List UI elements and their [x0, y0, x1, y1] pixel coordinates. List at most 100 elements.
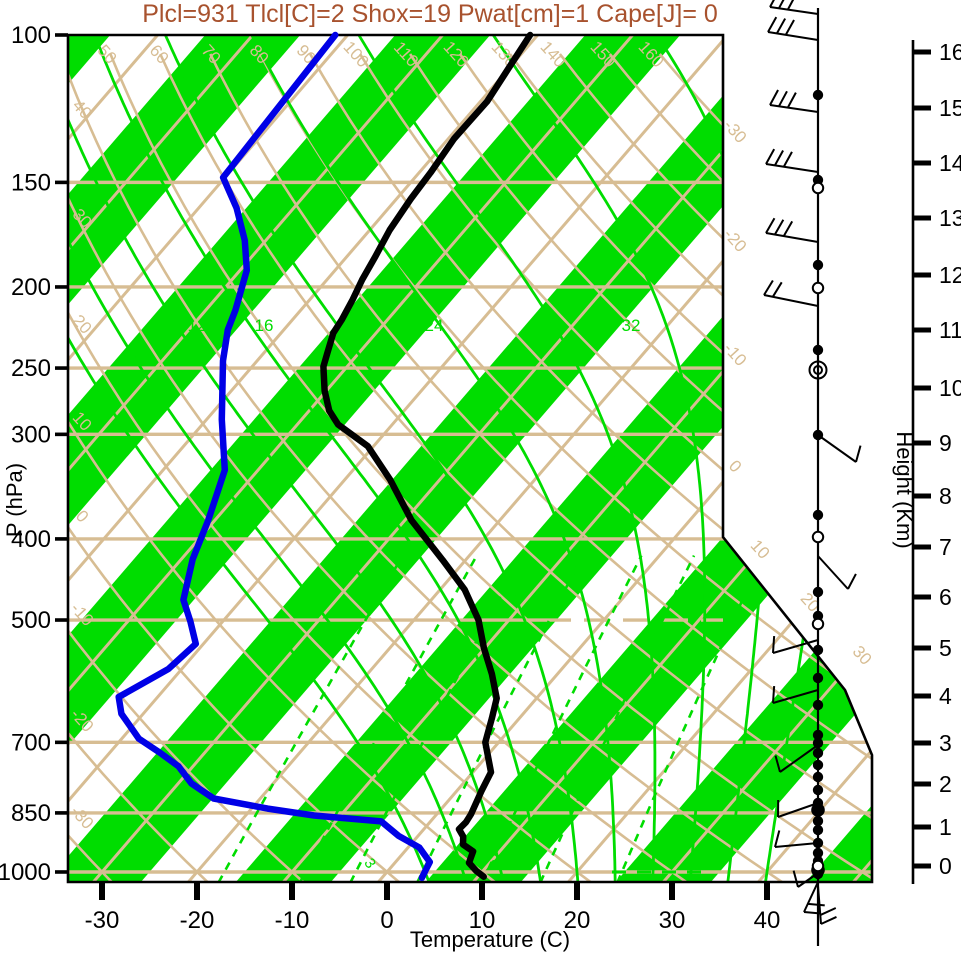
plot-frame — [66, 33, 874, 884]
wind-level-dot — [812, 824, 824, 836]
height-tick — [913, 327, 931, 333]
height-tick — [913, 781, 931, 787]
mixing-ratio-label: 3 — [360, 855, 379, 872]
temperature-tick-label: -10 — [275, 907, 310, 934]
moist-adiabat-label: 12 — [188, 316, 207, 335]
moist-adiabat-line — [68, 35, 505, 882]
wind-level-dot — [812, 784, 824, 796]
isotherm-label: -30 — [720, 116, 751, 147]
temperature-tick-label: 20 — [564, 907, 591, 934]
height-tick-label: 7 — [939, 534, 952, 560]
moist-adiabat-line — [356, 35, 657, 882]
height-tick — [913, 824, 931, 830]
height-axis — [911, 40, 931, 884]
pressure-tick — [55, 33, 68, 37]
green-band — [615, 35, 872, 882]
pressure-tick-label: 1000 — [0, 859, 51, 886]
wind-level-dot — [812, 771, 824, 783]
height-tick — [913, 594, 931, 600]
wind-barb — [792, 870, 819, 888]
temperature-axis-title: Temperature (C) — [410, 927, 570, 952]
height-tick — [913, 160, 931, 166]
height-tick-label: 9 — [939, 430, 952, 456]
height-tick — [913, 863, 931, 869]
wind-level-circle — [811, 181, 825, 195]
height-tick — [913, 215, 931, 221]
height-tick — [913, 740, 931, 746]
wind-barb — [772, 685, 819, 704]
dry-adiabat-line — [109, 53, 872, 882]
temperature-tick — [99, 882, 105, 900]
isotherm-line — [68, 35, 444, 882]
height-tick — [913, 544, 931, 550]
wind-level-dot — [812, 759, 824, 771]
wind-barb — [765, 148, 819, 173]
dry-adiabat-line — [68, 53, 401, 882]
temperature-tick — [479, 882, 485, 900]
temperature-tick-label: -30 — [85, 907, 120, 934]
moist-adiabat-line — [490, 35, 707, 882]
wind-level-dot — [812, 737, 824, 749]
height-tick-label: 11 — [939, 317, 961, 343]
mixing-ratio-line — [480, 555, 643, 882]
isotherm-label: 30 — [849, 642, 876, 669]
height-tick-label: 10 — [939, 375, 961, 401]
wind-barb — [817, 434, 862, 463]
pressure-tick — [55, 432, 68, 437]
wind-barb — [767, 16, 819, 41]
wind-level-dot — [812, 747, 824, 759]
wind-barb — [772, 635, 819, 654]
pressure-tick-label: 850 — [11, 800, 51, 827]
dry-adiabat-line — [68, 53, 497, 882]
isotherm-line — [68, 35, 634, 882]
isotherm-line — [68, 35, 539, 882]
temperature-tick-label: -20 — [180, 907, 215, 934]
wind-barb — [769, 0, 819, 15]
dry-adiabat-label: 40 — [69, 96, 96, 123]
pressure-axis — [55, 33, 68, 874]
moist-adiabat-label: 24 — [425, 316, 444, 335]
green-band — [805, 35, 872, 882]
wind-level-circle — [811, 281, 825, 295]
wind-barb — [777, 799, 819, 818]
height-tick-label: 4 — [939, 683, 952, 709]
wind-barb — [817, 885, 837, 925]
height-tick-label: 15 — [939, 95, 961, 121]
height-tick-label: 5 — [939, 635, 952, 661]
mixing-ratio-line — [415, 554, 585, 882]
pressure-tick-label: 200 — [11, 274, 51, 301]
wind-level-circle — [811, 859, 825, 873]
height-tick-label: 12 — [939, 262, 961, 288]
height-tick-label: 6 — [939, 584, 952, 610]
wind-level-dot — [812, 586, 824, 598]
wind-barb — [817, 555, 857, 590]
isotherm-label: -10 — [720, 339, 751, 370]
wind-level-circle — [811, 617, 825, 631]
pressure-tick — [55, 618, 68, 622]
wind-level-double-circle — [808, 360, 828, 380]
temperature-tick — [384, 882, 390, 900]
moist-adiabat-label: 32 — [622, 316, 641, 335]
moist-adiabat-line — [249, 35, 617, 882]
wind-barb-column — [763, 0, 862, 946]
temperature-tick — [764, 882, 770, 900]
wind-level-dot — [812, 89, 824, 101]
pressure-tick — [55, 366, 68, 370]
height-tick — [913, 105, 931, 111]
dry-adiabat-line — [358, 53, 872, 882]
wind-barb — [774, 744, 819, 773]
pressure-tick-label: 300 — [11, 421, 51, 448]
temperature-tick-label: 30 — [659, 907, 686, 934]
height-tick-label: 14 — [939, 150, 961, 176]
dry-adiabat-line — [68, 53, 210, 882]
wind-level-dot — [812, 699, 824, 711]
height-tick — [913, 385, 931, 391]
moist-adiabat-line — [68, 35, 468, 882]
pressure-axis-title: P (hPa) — [2, 463, 27, 537]
wind-barb — [765, 217, 819, 243]
height-tick — [913, 49, 931, 55]
height-tick-label: 16 — [939, 39, 961, 65]
mixing-ratio-line — [349, 554, 524, 882]
